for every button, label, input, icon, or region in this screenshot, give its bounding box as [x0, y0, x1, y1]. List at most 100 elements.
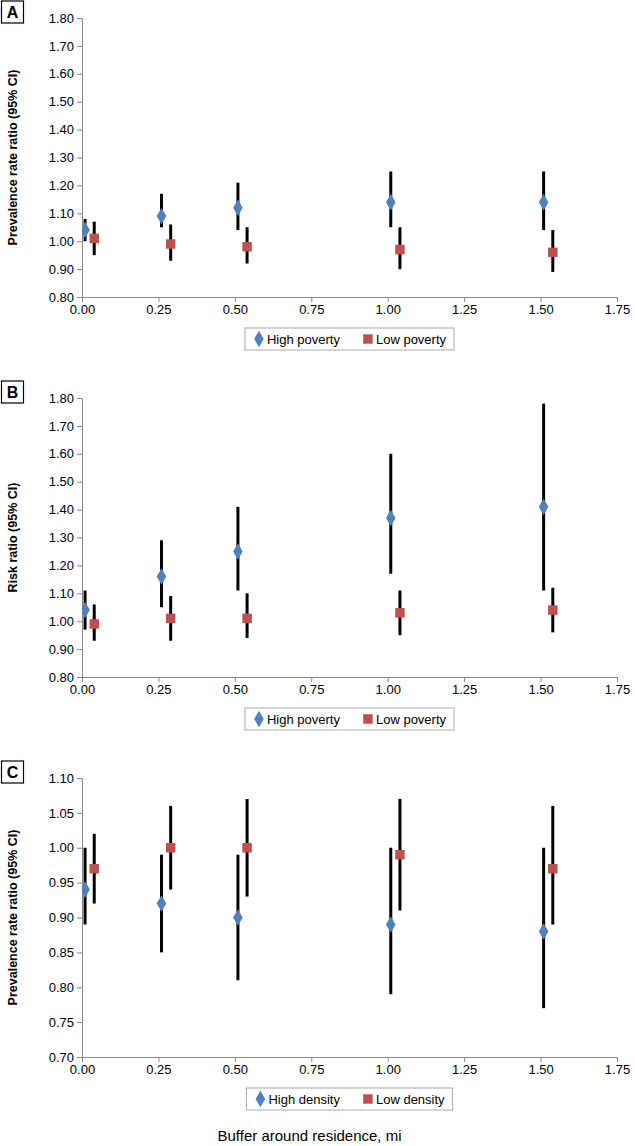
- x-tick-label: 0.00: [70, 682, 95, 697]
- y-tick: 1.00: [49, 840, 82, 855]
- y-tick-label: 1.60: [49, 66, 74, 81]
- y-tick: 0.75: [49, 1015, 82, 1030]
- x-tick-label: 0.00: [70, 1062, 95, 1077]
- legend-symbol: [363, 334, 372, 343]
- y-tick: 1.50: [49, 94, 82, 109]
- legend-symbol: [256, 1091, 266, 1108]
- y-axis-line: [77, 399, 83, 678]
- x-tick-label: 1.75: [605, 302, 630, 317]
- y-tick-label: 1.30: [49, 530, 74, 545]
- legend-item: High density: [256, 1091, 341, 1108]
- y-tick: 1.70: [49, 39, 82, 54]
- x-tick: 1.75: [605, 1057, 630, 1077]
- y-tick-mark: [77, 538, 82, 539]
- y-tick-label: 1.70: [49, 419, 74, 434]
- x-tick: 1.50: [528, 1057, 553, 1077]
- y-tick-label: 1.40: [49, 122, 74, 137]
- x-tick: 1.00: [376, 1057, 401, 1077]
- series: [82, 404, 548, 630]
- y-tick-label: 1.00: [49, 840, 74, 855]
- plot-area: [82, 799, 558, 1008]
- point: [82, 222, 90, 239]
- x-tick: 1.75: [605, 677, 630, 697]
- point: [386, 916, 396, 933]
- y-tick-label: 1.80: [49, 391, 74, 406]
- series: [89, 588, 557, 641]
- y-axis: 0.700.750.800.850.900.951.001.051.10: [49, 771, 83, 1065]
- x-tick-label: 0.25: [146, 302, 171, 317]
- panel-label-box: [2, 1, 24, 23]
- panel-label-box: [2, 381, 24, 403]
- x-tick-label: 0.50: [223, 682, 248, 697]
- y-tick-mark: [77, 677, 82, 678]
- legend-symbol: [363, 714, 372, 723]
- y-tick-label: 0.80: [49, 980, 74, 995]
- x-tick: 0.25: [146, 297, 171, 317]
- y-axis-title: Prevalence rate ratio (95% CI): [6, 830, 20, 1006]
- y-tick-mark: [77, 18, 82, 19]
- error-bar: [542, 404, 545, 591]
- y-tick: 1.10: [49, 586, 82, 601]
- y-tick-mark: [77, 1057, 82, 1058]
- y-tick: 0.80: [49, 980, 82, 995]
- point: [89, 234, 98, 243]
- panel: 0.800.901.001.101.201.301.401.501.601.70…: [2, 381, 631, 730]
- y-tick-mark: [77, 74, 82, 75]
- y-tick-label: 1.00: [49, 614, 74, 629]
- y-axis-line: [77, 779, 83, 1058]
- x-tick: 0.75: [299, 297, 324, 317]
- y-tick-mark: [77, 778, 82, 779]
- x-tick: 0.75: [299, 1057, 324, 1077]
- x-axis: 0.000.250.500.751.001.251.501.75: [70, 677, 630, 697]
- x-tick-label: 0.50: [223, 302, 248, 317]
- y-tick: 1.30: [49, 530, 82, 545]
- point: [233, 543, 243, 560]
- x-tick-label: 1.50: [528, 1062, 553, 1077]
- point: [548, 605, 557, 614]
- x-tick: 0.00: [70, 297, 95, 317]
- x-tick-label: 1.00: [376, 1062, 401, 1077]
- x-tick: 0.00: [70, 677, 95, 697]
- x-tick-label: 1.25: [452, 682, 477, 697]
- y-tick-label: 1.05: [49, 806, 74, 821]
- y-tick-mark: [77, 426, 82, 427]
- y-tick-mark: [77, 621, 82, 622]
- x-tick-label: 1.00: [376, 682, 401, 697]
- y-tick-label: 1.80: [49, 11, 74, 26]
- y-tick-label: 0.75: [49, 1015, 74, 1030]
- plot-area: [82, 404, 558, 641]
- y-tick-mark: [77, 130, 82, 131]
- point: [233, 199, 243, 216]
- y-tick-label: 0.90: [49, 262, 74, 277]
- y-axis-title: Risk ratio (95% CI): [6, 483, 20, 593]
- y-tick-mark: [77, 883, 82, 884]
- point: [395, 245, 404, 254]
- x-tick: 1.50: [528, 297, 553, 317]
- x-tick: 1.00: [376, 297, 401, 317]
- figure: 0.800.901.001.101.201.301.401.501.601.70…: [0, 0, 635, 1146]
- x-tick-label: 0.75: [299, 1062, 324, 1077]
- series: [89, 222, 557, 272]
- point: [242, 242, 251, 251]
- legend-label: High poverty: [267, 332, 340, 347]
- y-tick-label: 1.40: [49, 502, 74, 517]
- y-tick: 1.70: [49, 419, 82, 434]
- legend: High povertyLow poverty: [245, 328, 454, 350]
- point: [386, 194, 396, 211]
- x-tick: 1.25: [452, 1057, 477, 1077]
- legend: High povertyLow poverty: [245, 708, 454, 730]
- legend-label: Low density: [376, 1092, 445, 1107]
- y-tick-mark: [77, 848, 82, 849]
- y-tick: 1.40: [49, 502, 82, 517]
- y-tick: 0.90: [49, 910, 82, 925]
- y-tick: 1.00: [49, 614, 82, 629]
- y-tick-label: 1.10: [49, 771, 74, 786]
- y-tick-mark: [77, 46, 82, 47]
- x-axis-title: Buffer around residence, mi: [218, 1127, 402, 1144]
- point: [82, 602, 90, 619]
- y-tick-label: 0.90: [49, 910, 74, 925]
- series: [89, 799, 557, 925]
- point: [157, 208, 167, 225]
- y-tick-mark: [77, 813, 82, 814]
- y-tick-mark: [77, 213, 82, 214]
